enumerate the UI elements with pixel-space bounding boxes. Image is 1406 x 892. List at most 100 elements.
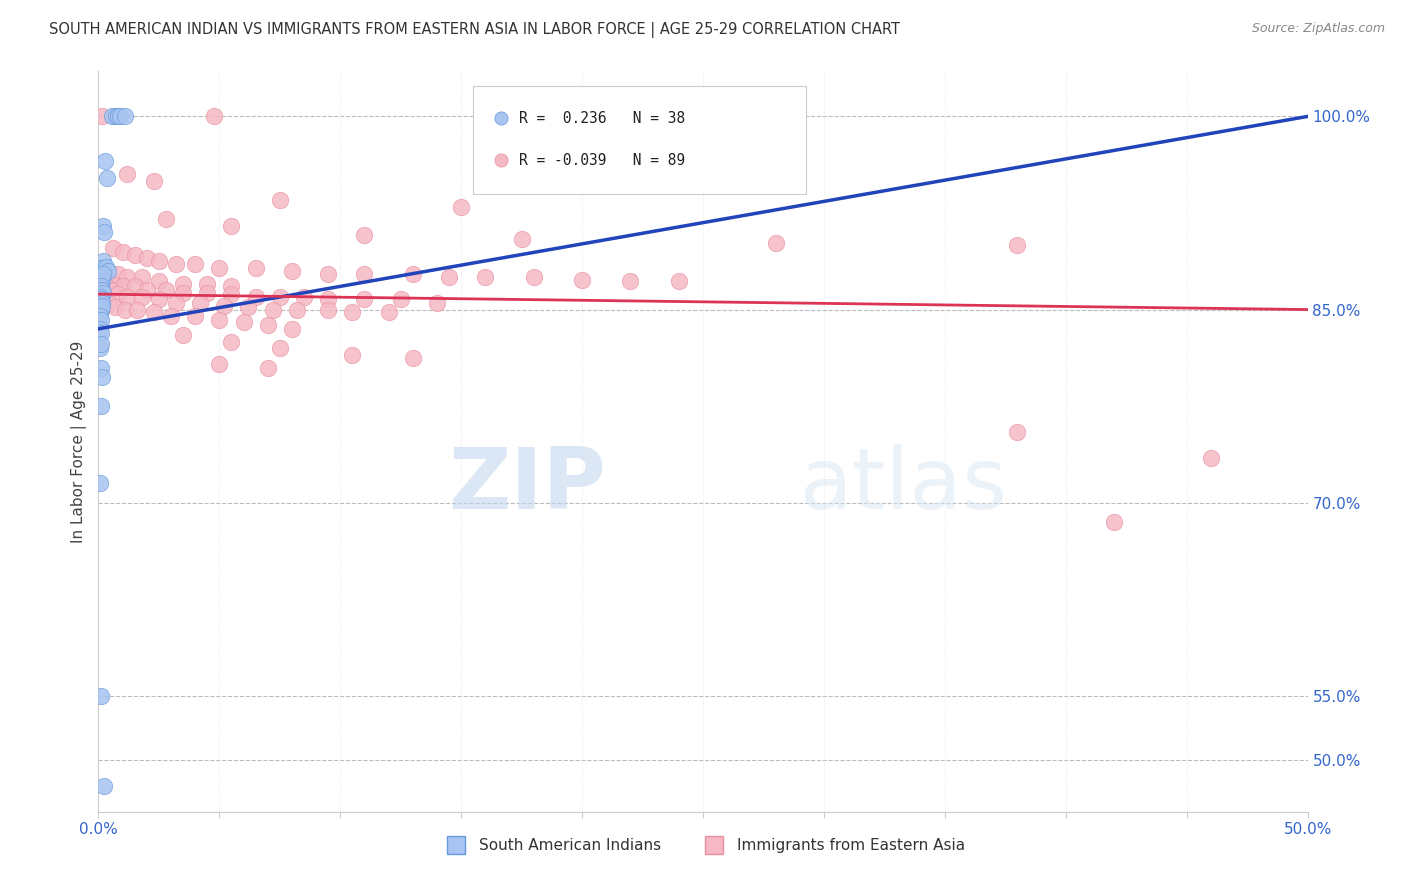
Point [221,287,243,301]
Point [353,227,375,242]
Point [184,258,207,272]
Point [107,287,129,301]
Point [316,302,339,317]
Point [208,357,231,371]
Point [89,277,111,291]
Point [188,296,211,310]
Point [135,251,157,265]
Point [91,267,114,281]
Point [100,110,122,124]
Point [90,399,112,413]
Point [668,274,690,288]
Point [89,322,111,336]
Point [245,261,267,276]
Point [160,309,183,323]
Point [93,264,115,278]
Point [97,296,120,310]
Point [450,200,472,214]
Point [91,253,114,268]
Point [571,273,593,287]
FancyBboxPatch shape [474,87,806,194]
Point [91,285,114,300]
Point [90,279,112,293]
Point [143,305,166,319]
Point [172,277,194,291]
Point [111,279,134,293]
Point [212,299,235,313]
Point [117,270,139,285]
Point [94,279,117,293]
Point [91,369,114,384]
Point [221,219,243,233]
Point [256,360,278,375]
Point [281,322,304,336]
Point [94,273,117,287]
Point [90,302,112,317]
Point [91,274,114,288]
Legend: South American Indians, Immigrants from Eastern Asia: South American Indians, Immigrants from … [434,832,972,860]
Point [117,290,139,304]
Point [281,264,304,278]
Point [269,193,291,207]
Point [172,328,194,343]
Point [90,360,112,375]
Point [117,167,139,181]
Point [91,110,114,124]
Text: atlas: atlas [800,444,1008,527]
Point [155,212,177,227]
Point [104,110,127,124]
Point [510,232,533,246]
Point [107,110,129,124]
Point [165,296,187,310]
Point [97,264,120,278]
Point [114,302,136,317]
Point [165,258,187,272]
Point [91,299,114,313]
Point [89,341,111,355]
Point [148,292,170,306]
Point [97,264,120,278]
Point [101,241,124,255]
Point [104,300,127,314]
Point [208,313,231,327]
Point [1007,238,1029,252]
Point [437,270,460,285]
Point [172,285,194,300]
Y-axis label: In Labor Force | Age 25-29: In Labor Force | Age 25-29 [72,341,87,542]
Point [101,277,124,291]
Point [90,296,112,310]
Point [184,309,207,323]
Point [89,309,111,323]
Point [90,689,112,703]
Point [316,267,339,281]
Point [402,351,425,366]
Point [353,267,375,281]
Point [238,300,260,314]
Point [148,253,170,268]
Point [90,283,112,297]
Point [342,305,364,319]
Text: SOUTH AMERICAN INDIAN VS IMMIGRANTS FROM EASTERN ASIA IN LABOR FORCE | AGE 25-29: SOUTH AMERICAN INDIAN VS IMMIGRANTS FROM… [49,22,900,38]
Point [256,318,278,332]
Point [316,292,339,306]
Point [619,110,641,124]
Point [94,260,117,274]
Point [402,267,425,281]
Point [131,270,153,285]
Point [93,225,115,239]
Point [269,341,291,355]
Point [195,285,218,300]
Point [285,302,308,317]
Point [148,274,170,288]
Point [1007,425,1029,439]
Point [143,174,166,188]
Point [245,290,267,304]
Point [89,300,111,314]
Text: R =  0.236   N = 38: R = 0.236 N = 38 [519,111,686,126]
Point [90,337,112,351]
Point [131,290,153,304]
Point [195,277,218,291]
Point [111,244,134,259]
Point [155,283,177,297]
Text: R = -0.039   N = 89: R = -0.039 N = 89 [519,153,686,168]
